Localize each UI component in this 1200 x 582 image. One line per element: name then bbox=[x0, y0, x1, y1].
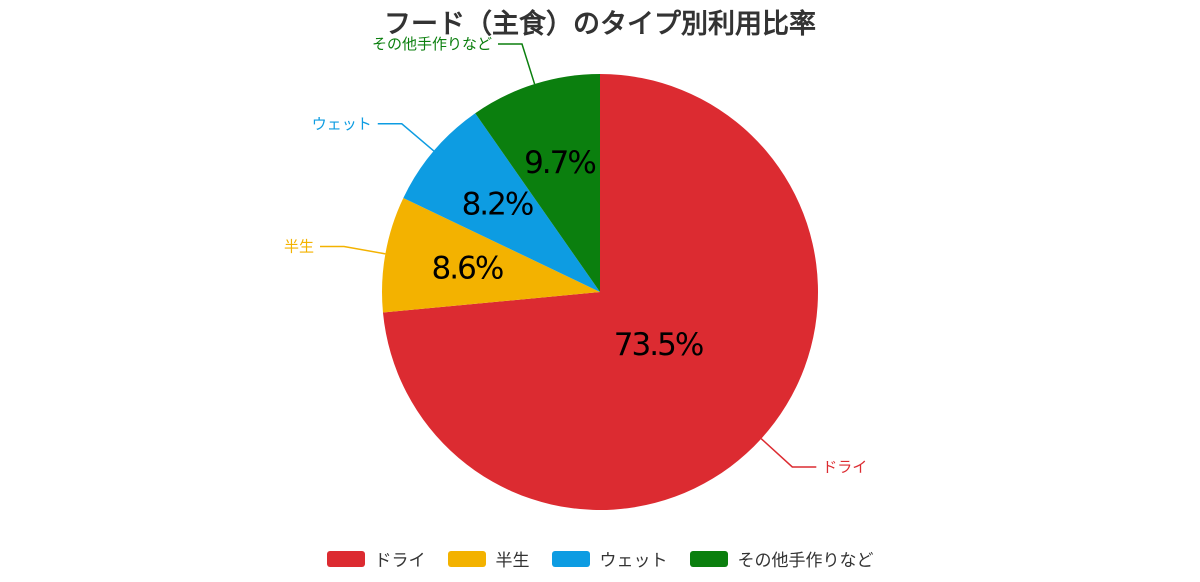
legend-item: ウェット bbox=[551, 546, 668, 571]
pie-callout-line bbox=[760, 438, 817, 468]
legend-swatch bbox=[447, 550, 486, 567]
pie-category-label: 半生 bbox=[284, 237, 314, 255]
pie-slice bbox=[382, 197, 600, 313]
pie-slice bbox=[403, 113, 600, 292]
legend-item: 半生 bbox=[447, 546, 530, 571]
legend-item: ドライ bbox=[326, 546, 426, 571]
pie-callout-line bbox=[320, 245, 386, 255]
pie-chart: 73.5% 8.6% 8.2% 9.7% ドライ 半生 ウェット その他手作りなど bbox=[284, 35, 867, 510]
pie-category-label: その他手作りなど bbox=[372, 35, 492, 53]
pie-slice bbox=[382, 74, 818, 510]
pie-callouts: ドライ 半生 ウェット その他手作りなど bbox=[284, 35, 867, 476]
pie-value-label: 9.7% bbox=[524, 145, 595, 181]
legend-swatch bbox=[689, 550, 728, 567]
legend-item: その他手作りなど bbox=[689, 546, 874, 571]
chart-title: フード（主食）のタイプ別利用比率 bbox=[384, 9, 816, 40]
pie-callout-line bbox=[497, 43, 536, 85]
pie-category-label: ドライ bbox=[822, 458, 867, 476]
pie-value-label: 73.5% bbox=[614, 327, 703, 363]
legend-swatch bbox=[551, 550, 590, 567]
pie-category-label: ウェット bbox=[312, 115, 372, 133]
pie-value-labels: 73.5% 8.6% 8.2% 9.7% bbox=[432, 145, 705, 363]
pie-value-label: 8.6% bbox=[432, 250, 503, 286]
legend: ドライ 半生 ウェット その他手作りなど bbox=[0, 546, 1200, 571]
pie-slices bbox=[382, 74, 818, 510]
legend-label: ウェット bbox=[599, 551, 668, 571]
legend-label: その他手作りなど bbox=[737, 551, 874, 571]
pie-value-label: 8.2% bbox=[462, 187, 533, 223]
legend-label: ドライ bbox=[374, 551, 426, 571]
pie-slice bbox=[475, 74, 600, 292]
pie-callout-line bbox=[377, 123, 435, 152]
legend-label: 半生 bbox=[495, 551, 530, 571]
legend-swatch bbox=[326, 550, 365, 567]
